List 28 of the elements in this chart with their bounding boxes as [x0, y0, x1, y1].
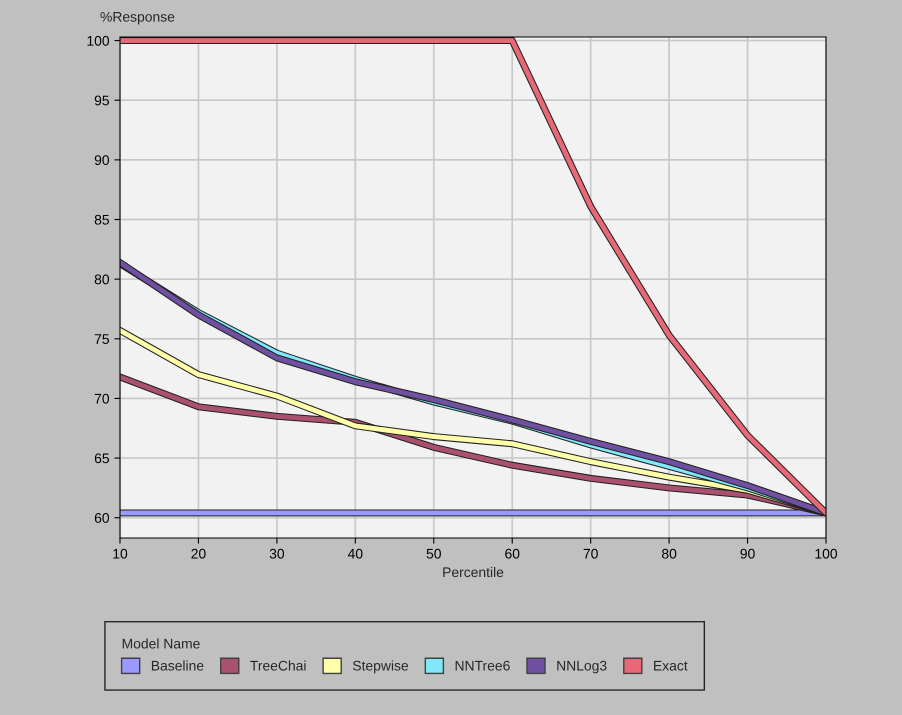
y-tick-label: 80 — [94, 274, 110, 284]
x-tick-label: 60 — [505, 548, 520, 559]
legend-label: NNTree6 — [456, 660, 510, 671]
x-axis-title: Percentile — [443, 566, 504, 578]
x-tick-label: 20 — [191, 548, 206, 559]
x-tick-label: 30 — [270, 548, 284, 559]
y-tick-label: 60 — [94, 513, 110, 523]
y-tick-label: 70 — [94, 394, 110, 404]
y-tick-label: 95 — [94, 96, 110, 106]
x-tick-label: 10 — [113, 548, 128, 559]
y-tick-label: 100 — [87, 36, 110, 46]
legend-label: Baseline — [152, 660, 204, 671]
x-tick-label: 70 — [584, 548, 598, 559]
y-tick-label: 90 — [94, 155, 110, 166]
x-tick-label: 90 — [740, 548, 755, 559]
legend-title: Model Name — [122, 638, 200, 649]
legend-label: TreeChai — [250, 660, 306, 671]
x-tick-label: 100 — [815, 548, 838, 559]
y-tick-label: 65 — [94, 453, 110, 464]
y-axis-title: %Response — [100, 12, 174, 24]
legend-label: Stepwise — [352, 660, 408, 674]
x-tick-label: 50 — [426, 548, 441, 559]
y-tick-label: 75 — [94, 334, 110, 344]
x-tick-label: 40 — [348, 548, 363, 559]
x-tick-label: 80 — [662, 548, 676, 559]
legend-label: Exact — [654, 660, 688, 671]
y-tick-label: 85 — [94, 214, 110, 225]
legend-label: NNLog3 — [557, 660, 606, 674]
